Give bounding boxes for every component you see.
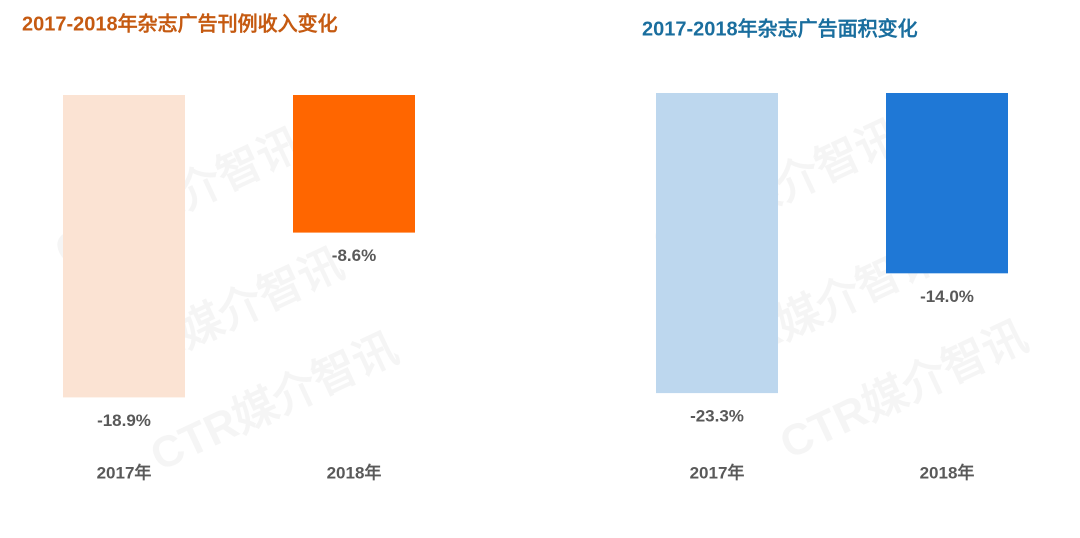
- x-tick-label: 2017年: [690, 462, 745, 482]
- chart-title: 2017-2018年杂志广告刊例收入变化: [22, 11, 338, 35]
- bar: [63, 95, 185, 398]
- x-tick-label: 2018年: [327, 462, 382, 482]
- data-label: -23.3%: [690, 407, 744, 426]
- data-label: -14.0%: [920, 287, 974, 306]
- bar: [293, 95, 415, 233]
- chart-title: 2017-2018年杂志广告面积变化: [642, 16, 918, 40]
- bar: [656, 93, 778, 394]
- x-tick-label: 2018年: [920, 462, 975, 482]
- data-label: -8.6%: [332, 246, 376, 265]
- bar: [886, 93, 1008, 274]
- data-label: -18.9%: [97, 411, 151, 430]
- x-tick-label: 2017年: [97, 462, 152, 482]
